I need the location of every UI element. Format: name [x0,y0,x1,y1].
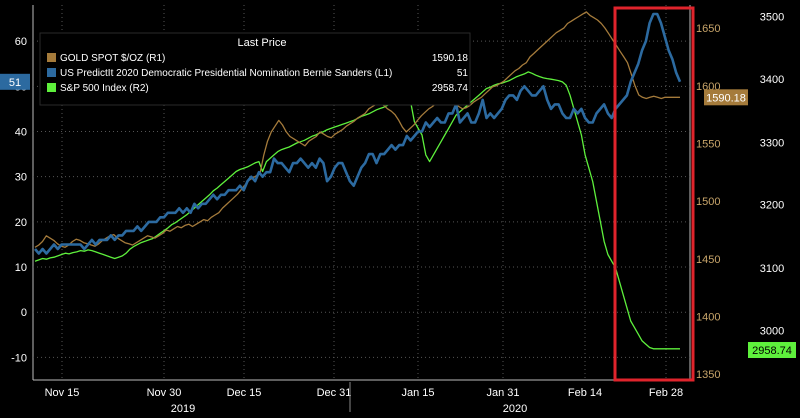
legend-swatch-spx [47,83,56,92]
svg-text:51: 51 [9,77,21,89]
x-tick-label: Jan 31 [486,387,519,399]
left-tick-label: 10 [15,262,27,274]
series-line-gold [34,11,680,248]
left-tick-label: 30 [15,172,27,184]
badge-spx: 2958.74 [748,342,796,358]
right1-tick-label: 1650 [696,23,720,35]
legend-label-spx: S&P 500 Index (R2) [60,83,149,94]
legend-box [39,32,471,106]
right2-tick-label: 3500 [760,12,784,24]
badge-left: 51 [0,73,30,90]
legend-swatch-sanders [47,68,56,77]
legend-value-sanders: 51 [457,68,469,79]
legend-title: Last Price [238,37,287,49]
x-tick-label: Feb 14 [568,387,602,399]
last-value-badges: 51 1590.18 2958.74 [0,73,796,358]
legend-swatch-gold [47,53,56,62]
x-axis-ticks: Nov 15 Nov 30 Dec 15 Dec 31 Jan 15 Jan 31 Feb … [45,382,683,415]
legend-value-gold: 1590.18 [432,53,469,64]
x-year-label: 2020 [503,403,527,415]
badge-gold: 1590.18 [704,89,748,106]
legend-label-sanders: US PredictIt 2020 Democratic Presidentia… [60,68,392,79]
series-line-sanders [34,12,682,255]
right-axis-ticks: 1650160015501500145014001350350034003300… [696,12,784,382]
x-tick-label: Jan 15 [401,387,434,399]
right1-tick-label: 1400 [696,312,720,324]
left-tick-label: -10 [11,352,27,364]
right2-tick-label: 3100 [760,263,784,275]
series-group [34,11,682,350]
legend-value-spx: 2958.74 [432,83,469,94]
left-tick-label: 0 [21,307,27,319]
right1-tick-label: 1350 [696,369,720,381]
left-tick-label: 40 [15,127,27,139]
right2-tick-label: 3400 [760,74,784,86]
right1-tick-label: 1500 [696,196,720,208]
right2-tick-label: 3200 [760,200,784,212]
right1-tick-label: 1450 [696,254,720,266]
x-year-label: 2019 [171,403,195,415]
svg-text:2958.74: 2958.74 [752,345,792,357]
right2-tick-label: 3000 [760,325,784,337]
legend: Last Price GOLD SPOT $/OZ (R1) 1590.18 U… [39,32,471,106]
svg-text:1590.18: 1590.18 [706,92,746,104]
x-tick-label: Dec 15 [227,387,262,399]
legend-label-gold: GOLD SPOT $/OZ (R1) [60,53,165,64]
highlight-rect [613,6,695,382]
x-tick-label: Dec 31 [317,387,352,399]
highlight-box [613,6,695,382]
right2-tick-label: 3300 [760,137,784,149]
x-tick-label: Nov 15 [45,387,80,399]
right1-tick-label: 1550 [696,138,720,150]
left-tick-label: 60 [15,36,27,48]
x-tick-label: Feb 28 [649,387,683,399]
left-tick-label: 20 [15,217,27,229]
x-tick-label: Nov 30 [147,387,182,399]
